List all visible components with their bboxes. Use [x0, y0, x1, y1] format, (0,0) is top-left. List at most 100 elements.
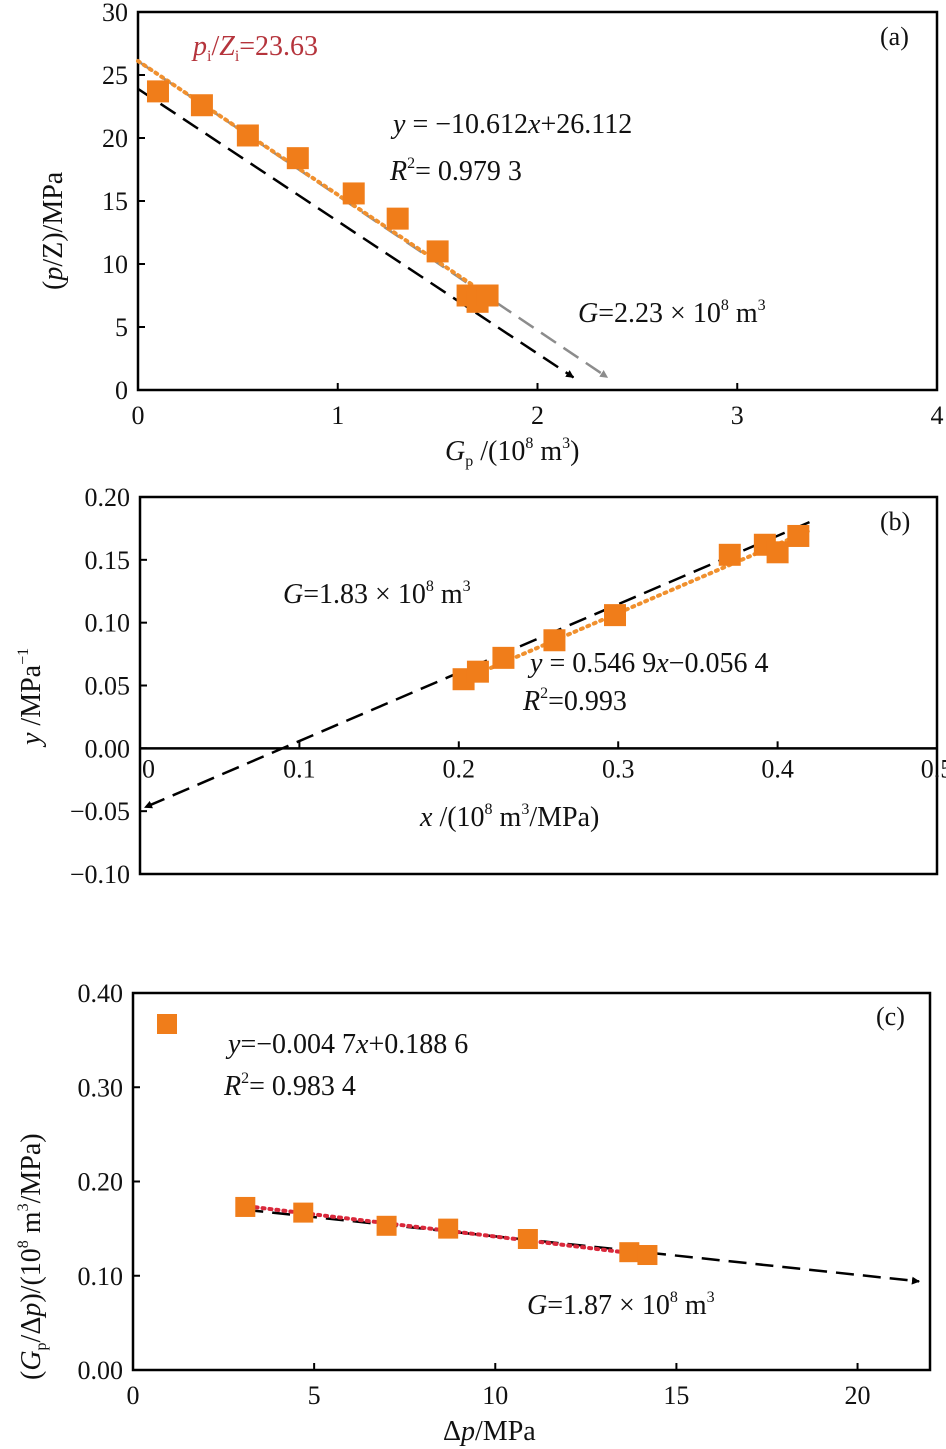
G-b-value: =1.83 × 10 — [303, 579, 426, 610]
data-point — [386, 207, 409, 230]
panel-b-y-tick-label: 0.00 — [85, 734, 131, 763]
data-point — [438, 1218, 459, 1239]
panel-a-frame — [136, 10, 939, 392]
eq-a-x: x — [527, 109, 541, 140]
panel-b-y-ticks: 0.20 0.15 0.10 0.05 0.00 −0.05 −0.10 — [70, 483, 147, 889]
panel-a-y-ticks: 0 5 10 15 20 25 30 — [102, 0, 145, 405]
panel-a-y-tick-label: 5 — [115, 313, 128, 342]
eq-b-y: y — [527, 648, 543, 679]
data-point — [146, 80, 169, 103]
panel-a-y-axis-label: (p/Z)/MPa — [38, 171, 69, 290]
r2-a-value: = 0.979 3 — [415, 156, 522, 187]
panel-b-y-tick-label: 0.10 — [85, 609, 131, 638]
pizi-z: Z — [219, 31, 235, 62]
eq-a-tail: +26.112 — [540, 109, 632, 140]
r2-c-value: = 0.983 4 — [249, 1071, 356, 1102]
r2-b-sup: 2 — [540, 685, 548, 702]
pizi-sub2: i — [235, 48, 240, 65]
eq-c-tail: +0.188 6 — [368, 1029, 468, 1060]
panel-c-points — [235, 1196, 658, 1266]
data-point — [293, 1202, 314, 1223]
panel-a-x-tick-label: 4 — [931, 401, 944, 430]
data-point — [376, 1215, 397, 1236]
panel-c-y-tick-label: 0.20 — [78, 1168, 124, 1197]
panel-b-y-tick-label: −0.10 — [70, 860, 130, 889]
panel-c-y-tick-label: 0.40 — [78, 979, 124, 1008]
panel-a-equation: y = −10.612x+26.112 — [390, 109, 632, 140]
data-point — [718, 543, 741, 566]
panel-c-x-ticks: 0 5 10 15 20 — [127, 1363, 871, 1410]
panel-a-x-axis-label: Gp /(108 m3) — [445, 435, 579, 470]
G-a-unit-sup: 3 — [758, 297, 766, 314]
data-point — [342, 182, 365, 205]
panel-b-y-tick-label: 0.05 — [85, 672, 131, 701]
eq-a-y: y — [390, 109, 406, 140]
panel-a-r2: R2= 0.979 3 — [389, 155, 522, 187]
panel-c-y-ticks: 0.00 0.10 0.20 0.30 0.40 — [78, 979, 140, 1385]
panel-a-x-tick-label: 2 — [531, 401, 544, 430]
panel-a-x-tick-label: 0 — [132, 401, 145, 430]
data-point — [426, 240, 449, 263]
G-c-value: =1.87 × 10 — [547, 1290, 670, 1321]
pizi-p: p — [191, 31, 207, 62]
black-dashed-extrapolation — [137, 87, 575, 379]
data-point — [619, 1242, 640, 1263]
panel-b-y-axis-label: y /MPa−1 — [15, 648, 47, 748]
pizi-value: =23.63 — [239, 31, 318, 62]
panel-a-y-tick-label: 10 — [102, 250, 128, 279]
panel-c-x-tick-label: 0 — [127, 1381, 140, 1410]
panel-a-G: G=2.23 × 108 m3 — [578, 297, 766, 329]
panel-a-x-ticks: 0 1 2 3 4 — [132, 383, 944, 430]
data-point — [492, 646, 515, 669]
fit-line-dotted — [456, 528, 812, 684]
r2-b-value: =0.993 — [548, 686, 627, 717]
eq-b-rest: = 0.546 9 — [542, 648, 656, 679]
panel-c-equation: y=−0.004 7x+0.188 6 — [225, 1029, 468, 1060]
panel-b-x-tick-label: 0.3 — [602, 754, 635, 783]
panel-c-y-tick-label: 0.00 — [78, 1356, 124, 1385]
data-point — [604, 604, 627, 627]
panel-b-label: (b) — [880, 507, 910, 536]
panel-b: 0.20 0.15 0.10 0.05 0.00 −0.05 −0.10 0 0.1 0.2 0.… — [15, 483, 946, 889]
panel-b-y-tick-label: 0.15 — [85, 546, 131, 575]
panel-c-x-tick-label: 20 — [845, 1381, 871, 1410]
panel-a-x-tick-label: 3 — [731, 401, 744, 430]
panel-a-y-tick-label: 0 — [115, 376, 128, 405]
panel-c: 0.00 0.10 0.20 0.30 0.40 0 5 10 15 20 (c) y=−0.0… — [15, 979, 932, 1447]
G-b-G: G — [283, 579, 303, 610]
panel-b-points — [452, 524, 810, 691]
data-point — [543, 629, 566, 652]
panel-a-pizi-annotation: pi/Zi=23.63 — [191, 31, 318, 65]
G-b-unit-sup: 3 — [463, 578, 471, 595]
G-c-unit: m — [678, 1290, 707, 1321]
G-a-exp: 8 — [721, 297, 729, 314]
G-b-unit: m — [434, 579, 463, 610]
panel-b-G: G=1.83 × 108 m3 — [283, 578, 471, 610]
data-point — [766, 541, 789, 564]
G-c-exp: 8 — [670, 1289, 678, 1306]
panel-c-lines — [239, 1203, 920, 1285]
eq-b-x: x — [655, 648, 669, 679]
panel-b-y-tick-label: 0.20 — [85, 483, 131, 512]
panel-c-y-axis-label: (Gp/Δp)/(108 m3/MPa) — [15, 1133, 50, 1380]
panel-c-x-tick-label: 10 — [482, 1381, 508, 1410]
panel-c-r2: R2= 0.983 4 — [223, 1070, 356, 1102]
data-point — [466, 660, 489, 683]
panel-b-x-tick-label: 0.2 — [443, 754, 476, 783]
eq-c-x: x — [355, 1029, 369, 1060]
data-point — [235, 1196, 256, 1217]
eq-a-rest: = −10.612 — [405, 109, 528, 140]
panel-b-r2: R2=0.993 — [522, 685, 627, 717]
G-a-G: G — [578, 298, 598, 329]
panel-b-x-tick-label: 0.4 — [761, 754, 794, 783]
pizi-slash: / — [211, 31, 219, 62]
panel-a-y-tick-label: 25 — [102, 61, 128, 90]
panel-b-x-tick-label: 0.5 — [921, 754, 946, 783]
r2-a-R: R — [389, 156, 407, 187]
r2-c-sup: 2 — [241, 1070, 249, 1087]
G-c-G: G — [527, 1290, 547, 1321]
panel-c-label: (c) — [876, 1002, 905, 1031]
panel-b-x-tick-label: 0 — [142, 754, 155, 783]
